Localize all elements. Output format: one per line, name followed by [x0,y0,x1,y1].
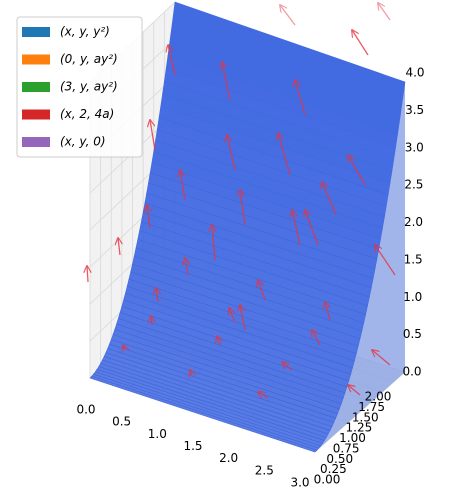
quiver-arrow [378,3,391,21]
quiver-arrow [305,210,319,246]
surface [89,1,406,453]
quiver-arrow [150,120,156,151]
quiver-arrow [123,345,125,350]
y-tick-label: 1.00 [339,431,366,445]
quiver-arrow [375,245,396,276]
x-tick-label: 0.5 [112,415,131,429]
quiver-arrow [212,225,215,261]
quiver-arrow [258,392,269,398]
legend-label: (3, y, ay²) [60,80,118,94]
quiver-arrow [156,288,158,303]
legend-swatch [22,82,50,92]
quiver-arrow [190,370,192,375]
x-tick-label: 1.0 [148,427,167,441]
z-tick-label: 0.0 [402,365,421,379]
legend-swatch [22,137,50,147]
x-tick-label: 3.0 [290,476,309,490]
y-tick-label: 1.75 [358,400,385,414]
y-tick-label: 0.50 [326,452,353,466]
z-tick-label: 4.0 [405,66,424,80]
z-tick-label: 1.0 [403,290,422,304]
x-tick-label: 2.0 [219,451,238,465]
surface-strip [172,1,406,96]
quiver-arrow [325,302,330,321]
z-tick-label: 3.0 [405,140,424,154]
y-tick-label: 1.25 [346,421,373,435]
y-tick-label: 2.00 [365,390,392,404]
x-tick-label: 0.0 [76,403,95,417]
legend-swatch [22,54,50,65]
quiver-arrow [292,210,301,246]
legend-swatch [22,109,50,120]
x-tick-label: 1.5 [183,439,202,453]
quiver-arrow [222,62,231,101]
legend-label: (0, y, ay²) [60,52,118,66]
z-tick-label: 2.0 [404,215,423,229]
quiver [87,3,396,398]
tick-labels: 0.00.51.01.52.02.53.0 0.000.250.500.751.0… [76,66,424,490]
legend-frame [16,16,143,158]
quiver-arrow [240,190,246,226]
z-tick-label: 0.5 [403,327,422,341]
quiver-arrow [168,45,176,76]
z-tick-label: 3.5 [405,103,424,117]
z-tick-label: 1.5 [404,252,423,266]
quiver-arrow [240,305,246,331]
quiver-arrow [258,280,266,301]
quiver-arrow [151,316,152,326]
legend-label: (x, y, y²) [60,25,110,39]
x-tick-label: 2.5 [255,463,274,477]
legend-label: (x, y, 0) [60,135,106,149]
quiver-arrow [372,350,391,366]
quiver-arrow [180,170,186,201]
quiver-arrow [348,385,361,396]
legend: (x, y, y²) (0, y, ay²) (3, y, ay²) (x, 2, 4… [16,16,143,158]
quiver-arrow [348,155,366,186]
quiver-arrow [312,330,321,346]
quiver-arrow [278,133,291,176]
quiver-arrow [227,135,236,171]
quiver-arrow [147,205,150,229]
quiver-arrow [87,266,88,283]
y-tick-label: 0.25 [320,462,347,476]
y-tick-label: 1.50 [352,410,379,424]
quiver-arrow [229,308,236,323]
quiver-arrow [322,182,337,216]
y-tick-label: 0.75 [333,441,360,455]
legend-swatch [22,27,50,37]
y-tick-label: 0.00 [314,473,341,487]
quiver-arrow [280,5,296,26]
quiver-arrow [282,362,293,371]
quiver-arrow [295,80,306,116]
quiver-arrow [352,30,369,56]
legend-label: (x, 2, 4a) [60,107,114,121]
quiver-arrow [217,336,220,346]
quiver-arrow [118,238,120,256]
z-tick-label: 2.5 [404,178,423,192]
quiver-arrow [185,258,188,276]
